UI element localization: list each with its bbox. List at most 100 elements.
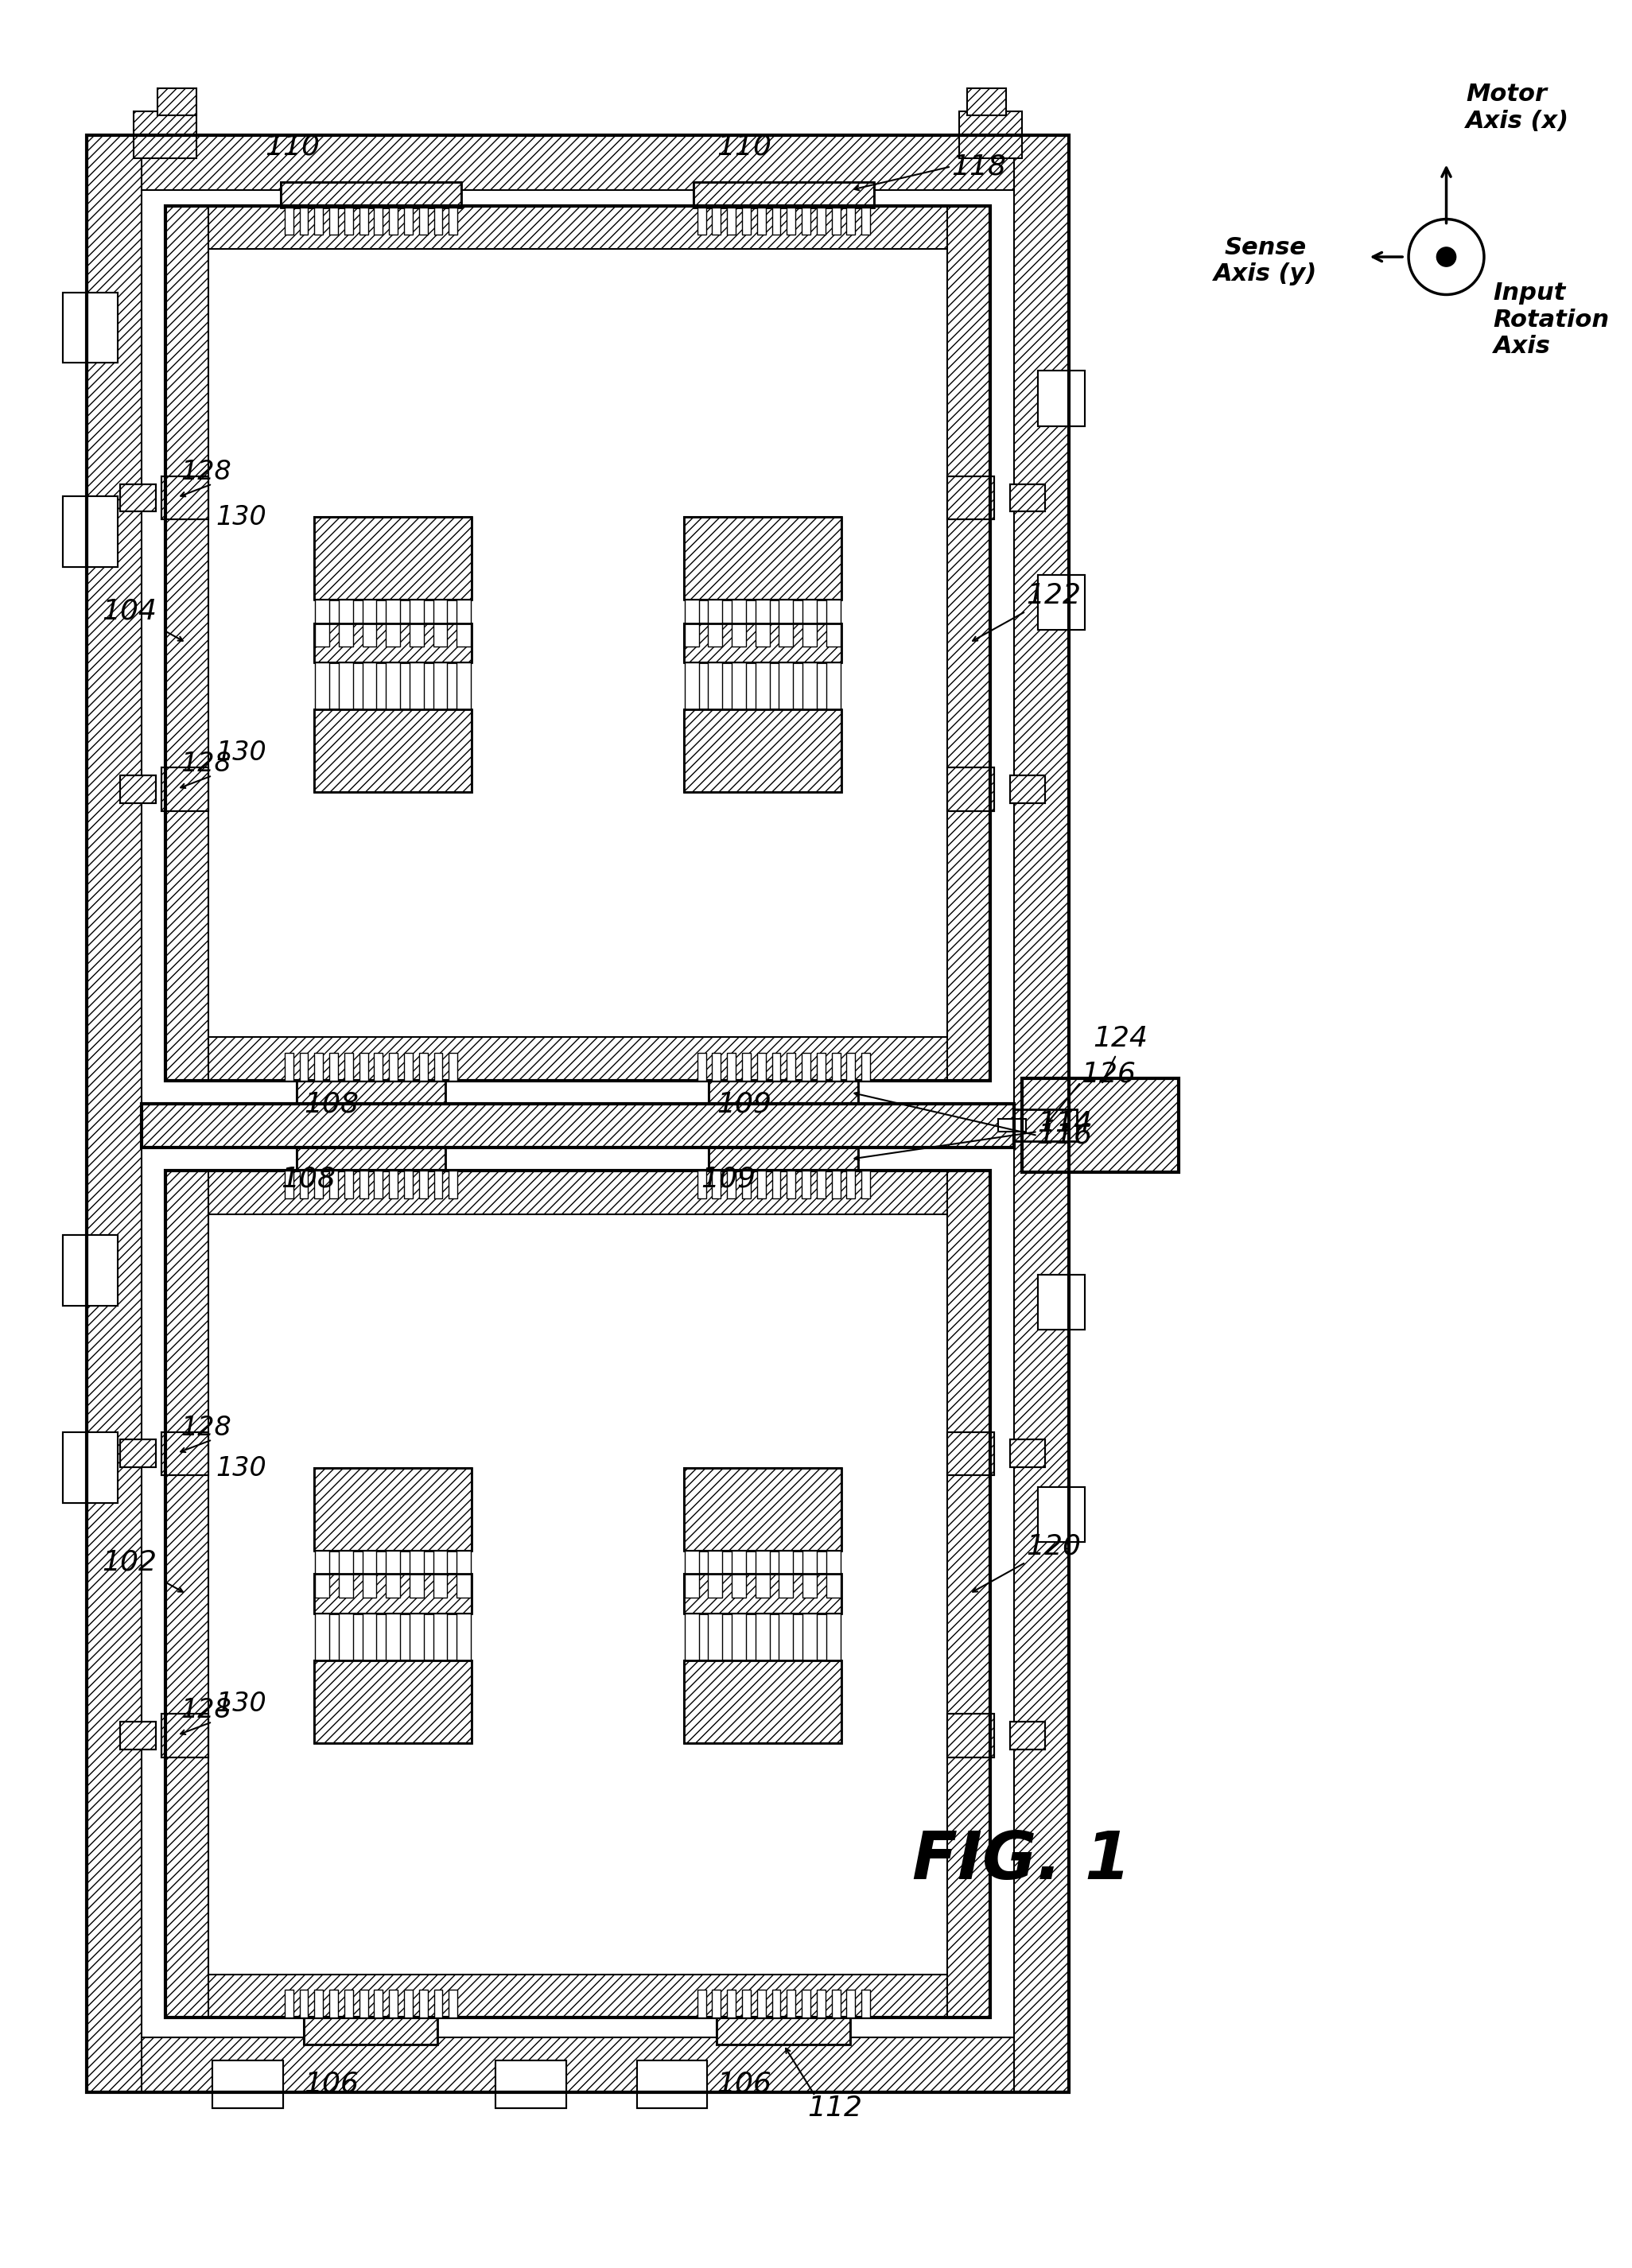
Bar — [636, 2062, 707, 2107]
Bar — [410, 599, 424, 646]
Bar — [684, 517, 840, 599]
Bar — [743, 1170, 751, 1198]
Bar — [315, 517, 472, 599]
Bar — [947, 476, 994, 519]
Bar — [162, 1431, 209, 1474]
Text: 116: 116 — [1038, 1123, 1092, 1150]
Bar — [685, 662, 698, 710]
Bar — [756, 599, 770, 646]
Bar — [162, 769, 209, 812]
Text: 130: 130 — [215, 739, 268, 767]
Bar — [419, 1052, 428, 1080]
Bar — [826, 662, 840, 710]
Text: 128: 128 — [181, 751, 232, 778]
Bar — [636, 2062, 707, 2107]
Text: 109: 109 — [716, 1091, 772, 1118]
Bar — [359, 206, 367, 236]
Bar — [494, 2062, 566, 2107]
Bar — [315, 1551, 330, 1597]
Bar — [64, 293, 118, 363]
Bar — [434, 1170, 442, 1198]
Bar — [947, 1431, 994, 1474]
Bar — [457, 1551, 472, 1597]
Bar — [304, 2019, 437, 2046]
Bar — [684, 624, 840, 662]
Bar — [685, 1551, 698, 1597]
Bar — [494, 2062, 566, 2107]
Bar — [731, 1551, 746, 1597]
Bar — [787, 1170, 795, 1198]
Bar — [300, 1989, 308, 2019]
Bar — [803, 1613, 816, 1660]
Text: 110: 110 — [264, 134, 320, 161]
Bar — [743, 1989, 751, 2019]
Bar — [385, 599, 400, 646]
Bar — [284, 206, 294, 236]
Bar — [862, 206, 870, 236]
Bar — [756, 662, 770, 710]
Bar — [708, 599, 723, 646]
Bar — [457, 1613, 472, 1660]
Bar — [410, 662, 424, 710]
Bar — [339, 1551, 353, 1597]
Bar — [947, 1715, 994, 1758]
Bar — [339, 1613, 353, 1660]
Text: 102: 102 — [103, 1549, 157, 1576]
Bar — [315, 624, 472, 662]
Bar — [708, 1148, 858, 1170]
Bar — [756, 1613, 770, 1660]
Bar — [712, 1989, 721, 2019]
Bar — [801, 1170, 811, 1198]
Bar — [86, 136, 142, 2091]
Bar — [419, 206, 428, 236]
Bar — [315, 206, 323, 236]
Bar — [787, 206, 795, 236]
Bar — [826, 1613, 840, 1660]
Bar — [121, 1440, 155, 1467]
Bar — [457, 599, 472, 646]
Bar — [684, 710, 840, 792]
Bar — [388, 1052, 398, 1080]
Bar — [315, 1467, 472, 1551]
Bar — [803, 599, 816, 646]
Bar — [708, 662, 723, 710]
Bar — [716, 2019, 850, 2046]
Bar — [165, 1170, 991, 1213]
Bar — [684, 1574, 840, 1613]
Bar — [165, 1036, 991, 1080]
Bar — [947, 1715, 994, 1758]
Bar — [434, 206, 442, 236]
Bar — [847, 1052, 855, 1080]
Bar — [731, 1613, 746, 1660]
Bar — [374, 1052, 384, 1080]
Bar — [947, 769, 994, 812]
Bar — [315, 1574, 472, 1613]
Bar — [1010, 776, 1046, 803]
Bar — [405, 206, 413, 236]
Bar — [816, 1989, 826, 2019]
Text: 106: 106 — [304, 2071, 359, 2098]
Bar — [960, 111, 1022, 159]
Bar — [64, 1236, 118, 1306]
Bar — [1013, 136, 1069, 2091]
Text: 106: 106 — [716, 2071, 772, 2098]
Bar — [344, 206, 353, 236]
Bar — [1013, 1109, 1077, 1141]
Text: 120: 120 — [1027, 1533, 1080, 1560]
Bar — [212, 2062, 282, 2107]
Bar — [121, 483, 155, 513]
Bar — [862, 1052, 870, 1080]
Bar — [756, 1551, 770, 1597]
Bar — [684, 1574, 840, 1613]
Bar — [142, 1105, 1013, 1148]
Bar — [64, 497, 118, 567]
Bar — [847, 1170, 855, 1198]
Bar — [1010, 1721, 1046, 1749]
Bar — [284, 1052, 294, 1080]
Bar — [162, 476, 209, 519]
Bar — [684, 624, 840, 662]
Bar — [330, 1170, 338, 1198]
Bar — [708, 1080, 858, 1105]
Bar — [449, 1052, 457, 1080]
Bar — [359, 1989, 367, 2019]
